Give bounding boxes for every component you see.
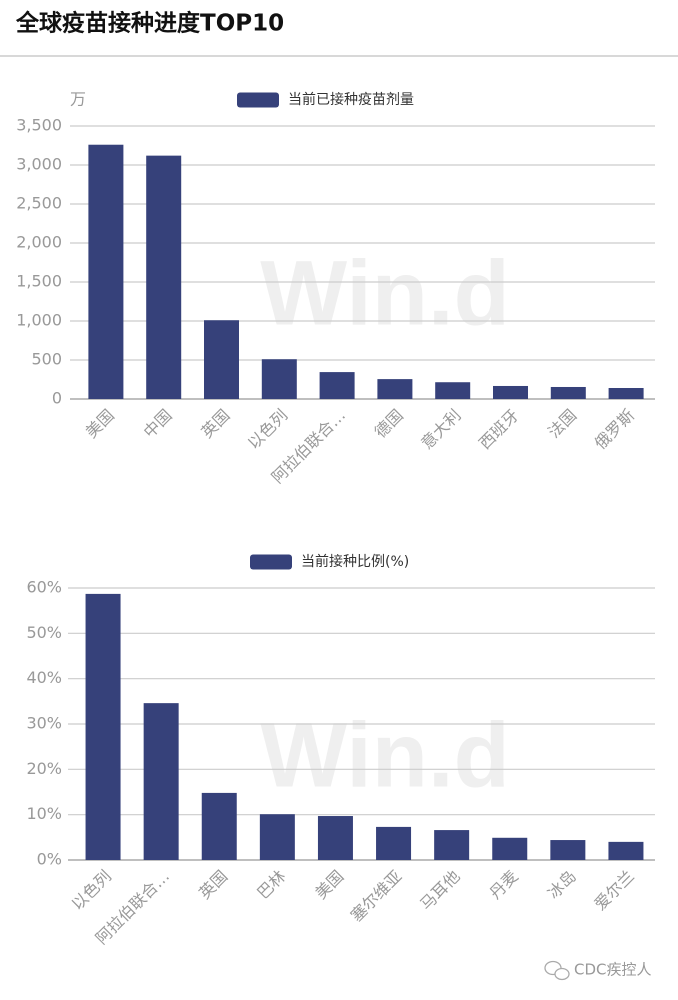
y-tick-label: 40% [26, 668, 62, 687]
bar [435, 382, 471, 399]
x-tick-label: 美国 [311, 867, 347, 903]
y-tick-label: 2,000 [16, 233, 62, 252]
x-tick-label: 巴林 [253, 867, 289, 903]
bar [608, 388, 644, 399]
wechat-icon [544, 960, 570, 981]
watermark: Win.d [260, 242, 510, 344]
x-tick-label: 德国 [371, 406, 407, 442]
bar [261, 359, 297, 399]
bar [88, 144, 124, 399]
x-tick-label: 英国 [197, 406, 233, 442]
x-tick-label: 塞尔维亚 [347, 867, 406, 926]
x-tick-label: 西班牙 [475, 406, 522, 453]
bar [377, 379, 413, 399]
x-tick-label: 马耳他 [416, 867, 463, 914]
y-tick-label: 3,000 [16, 155, 62, 174]
x-tick-label: 美国 [82, 406, 118, 442]
bar [550, 840, 586, 860]
bar [201, 792, 237, 860]
x-tick-label: 丹麦 [486, 867, 522, 903]
y-tick-label: 30% [26, 714, 62, 733]
x-tick-label: 意大利 [417, 406, 464, 453]
bar [492, 837, 528, 860]
y-tick-label: 0% [37, 850, 62, 869]
x-tick-label: 爱尔兰 [591, 867, 638, 914]
legend-swatch [250, 554, 292, 570]
footer-source: CDC疾控人 [574, 961, 652, 979]
x-tick-label: 中国 [140, 406, 176, 442]
y-tick-label: 1,500 [16, 272, 62, 291]
legend-swatch [237, 92, 279, 108]
y-tick-label: 20% [26, 759, 62, 778]
x-tick-label: 以色列 [68, 867, 115, 914]
x-tick-label: 法国 [544, 406, 580, 442]
y-tick-label: 3,500 [16, 116, 62, 135]
y-tick-label: 500 [31, 350, 62, 369]
bar [434, 830, 470, 860]
bar [204, 320, 239, 399]
y-tick-label: 60% [26, 578, 62, 597]
y-tick-label: 2,500 [16, 194, 62, 213]
x-tick-label: 以色列 [244, 406, 291, 453]
bar [493, 385, 528, 399]
y-tick-label: 10% [26, 804, 62, 823]
legend-label: 当前已接种疫苗剂量 [288, 91, 414, 108]
legend-label: 当前接种比例(%) [301, 553, 409, 570]
bar [85, 593, 121, 860]
watermark: Win.d [260, 704, 510, 806]
x-tick-label: 冰岛 [544, 867, 580, 903]
bar [550, 386, 586, 399]
bar [143, 703, 179, 860]
bar [317, 816, 353, 860]
y-tick-label: 0 [52, 389, 62, 408]
bar [259, 814, 295, 860]
x-tick-label: 俄罗斯 [591, 406, 638, 453]
page-title: 全球疫苗接种进度TOP10 [15, 10, 284, 37]
x-tick-label: 英国 [195, 867, 231, 903]
bar [608, 841, 644, 860]
y-unit: 万 [70, 90, 86, 109]
bar [376, 826, 412, 860]
bar [319, 372, 355, 399]
bar [146, 155, 182, 399]
y-tick-label: 50% [26, 623, 62, 642]
y-tick-label: 1,000 [16, 311, 62, 330]
